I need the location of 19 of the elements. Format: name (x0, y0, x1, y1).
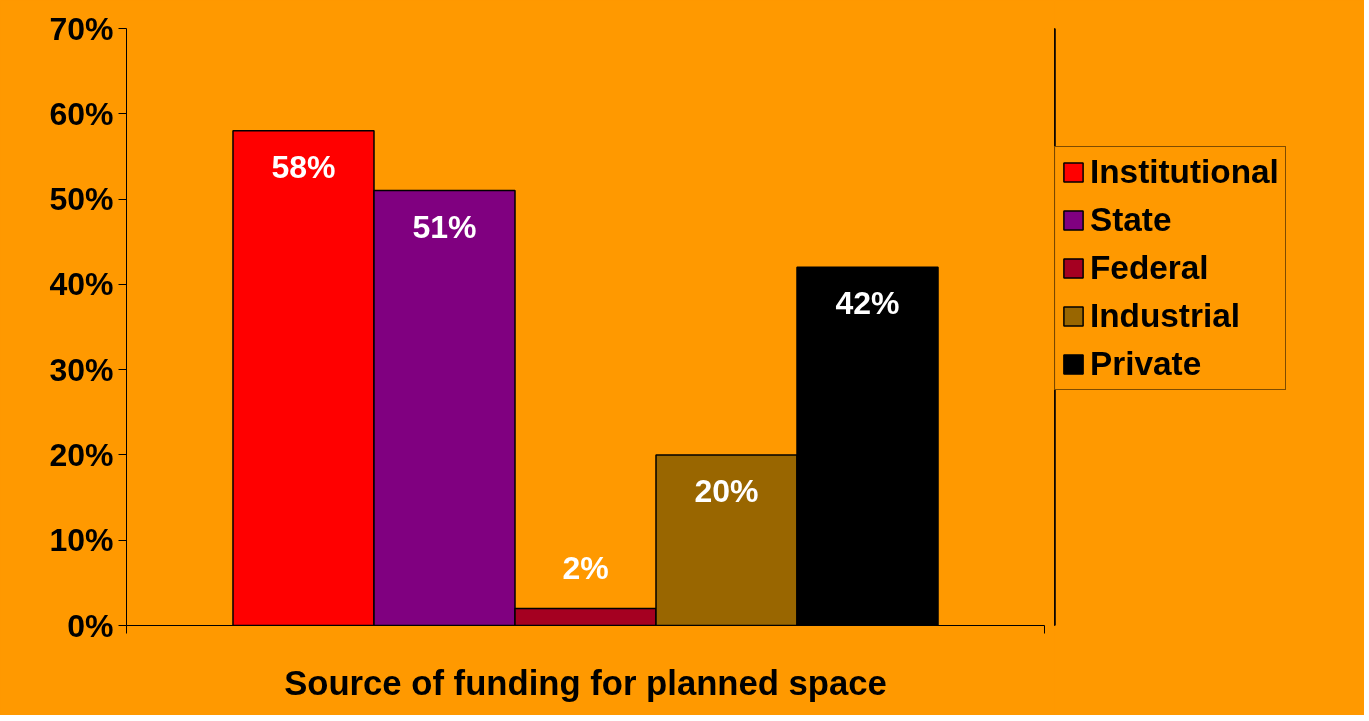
y-tick-label: 60% (49, 95, 114, 132)
y-tick-label: 0% (67, 607, 114, 644)
data-label: 2% (562, 550, 609, 587)
data-label: 58% (271, 148, 336, 185)
y-tick-label: 50% (49, 181, 114, 218)
y-tick-label: 40% (49, 266, 114, 303)
y-tick-label: 30% (49, 351, 114, 388)
y-tick-label: 70% (49, 10, 114, 47)
y-tick-label: 20% (49, 436, 114, 473)
legend-label: Industrial (1090, 297, 1240, 335)
y-tick-label: 10% (49, 522, 114, 559)
x-axis-title: Source of funding for planned space (284, 663, 887, 702)
legend-label: Institutional (1090, 153, 1279, 191)
data-label: 20% (694, 472, 759, 509)
data-label: 42% (835, 285, 900, 322)
legend-label: Private (1090, 345, 1202, 383)
legend-label: State (1090, 201, 1172, 239)
data-label: 51% (412, 208, 477, 245)
legend-label: Federal (1090, 249, 1209, 287)
